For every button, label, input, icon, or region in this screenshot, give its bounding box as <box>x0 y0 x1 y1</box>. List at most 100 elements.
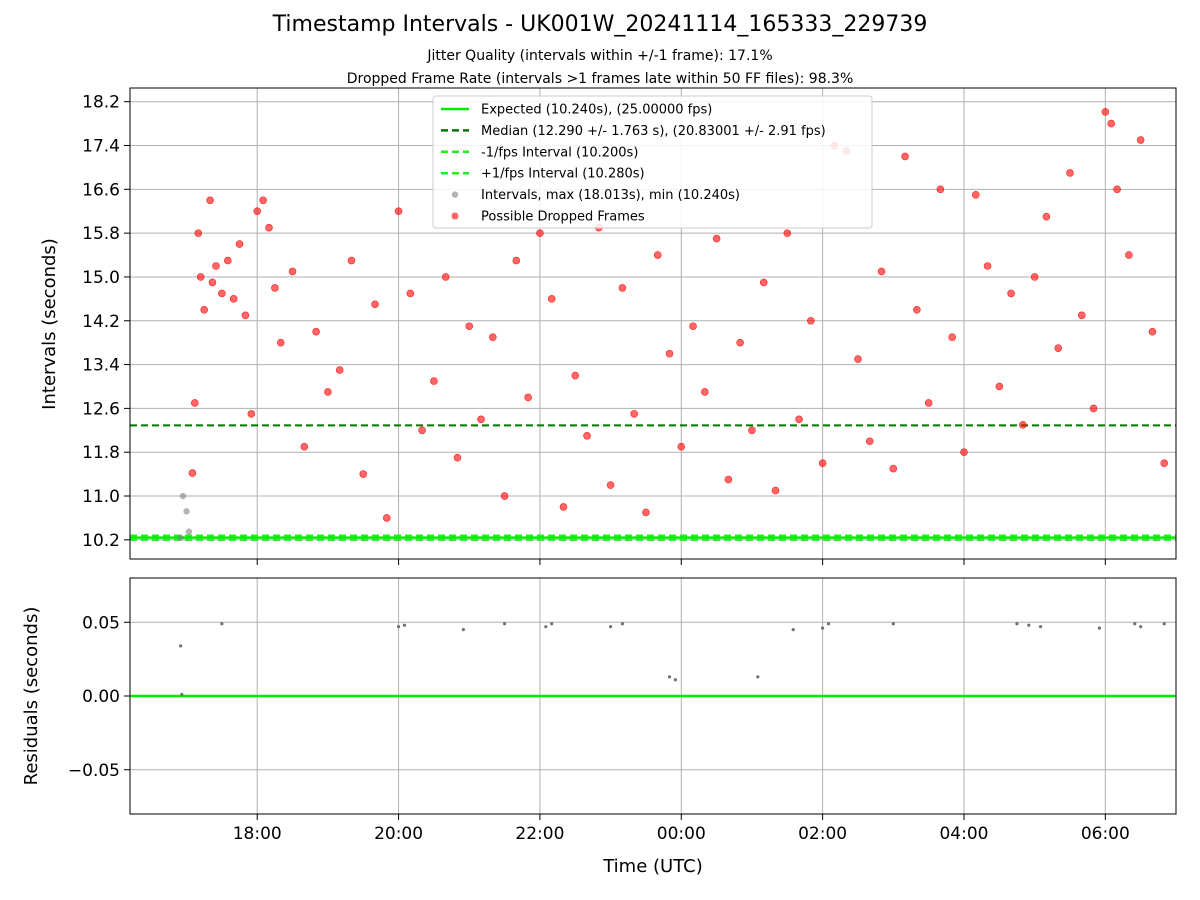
dropped-frame-point <box>1077 311 1086 320</box>
residual-point <box>1027 623 1031 627</box>
dropped-frame-point <box>288 267 297 276</box>
dropped-frame-point <box>795 415 803 424</box>
dropped-frame-point <box>1107 119 1116 128</box>
residual-point <box>402 623 407 627</box>
x-tick-label: 22:00 <box>515 824 564 844</box>
residual-point <box>180 692 184 697</box>
legend-label: -1/fps Interval (10.200s) <box>481 145 638 160</box>
residual-point <box>502 622 507 626</box>
residual-point <box>461 628 465 632</box>
dropped-frame-point <box>1101 108 1110 116</box>
top-y-tick-label: 17.4 <box>82 137 120 157</box>
dropped-frame-point <box>689 322 697 331</box>
top-y-tick-label: 11.8 <box>82 443 120 463</box>
dropped-frame-point <box>188 469 197 477</box>
dropped-frame-point <box>901 152 909 161</box>
dropped-frame-point <box>736 338 744 347</box>
dropped-frame-point <box>324 388 332 396</box>
dropped-frame-point <box>212 262 220 270</box>
residual-point <box>673 678 677 682</box>
dropped-frame-point <box>489 333 497 341</box>
dropped-frame-point <box>665 349 674 358</box>
dropped-frame-point <box>1007 289 1015 298</box>
x-tick-label: 20:00 <box>374 824 423 844</box>
dropped-frame-point <box>208 278 217 287</box>
legend-marker-dropped <box>451 212 459 220</box>
top-y-tick-label: 10.2 <box>82 531 120 551</box>
legend-frame <box>432 95 873 229</box>
dropped-frame-point <box>347 256 356 265</box>
dropped-frame-point <box>1160 459 1169 467</box>
chart-subtitle-dropped-rate: Dropped Frame Rate (intervals >1 frames … <box>346 71 854 87</box>
residual-point <box>1133 622 1137 626</box>
legend-label: Expected (10.240s), (25.00000 fps) <box>481 103 712 118</box>
dropped-frame-point <box>759 278 768 287</box>
residual-point <box>1038 625 1043 629</box>
interval-point <box>183 508 190 515</box>
chart-subtitle-jitter: Jitter Quality (intervals within +/-1 fr… <box>427 48 773 64</box>
dropped-frame-point <box>1113 185 1121 194</box>
dropped-frame-point <box>653 251 662 259</box>
top-panel-y-ticks: 10.2 11.0 11.8 12.6 13.4 14.2 15.0 15.8 16.6 17.4… <box>82 93 130 551</box>
top-y-tick-label: 14.2 <box>82 312 120 332</box>
dropped-frame-point <box>406 289 415 298</box>
residual-point <box>826 622 831 626</box>
dropped-frame-point <box>500 492 509 500</box>
x-tick-label: 00:00 <box>657 824 706 844</box>
dropped-frame-point <box>618 284 627 292</box>
dropped-frame-point <box>1066 169 1074 177</box>
dropped-frame-point <box>583 431 591 440</box>
dropped-frame-point <box>630 410 638 418</box>
dropped-frame-point <box>259 196 267 205</box>
dropped-frame-point <box>229 295 238 303</box>
top-y-tick-label: 15.8 <box>82 224 120 244</box>
dropped-frame-point <box>300 442 309 451</box>
x-tick-label: 06:00 <box>1081 824 1130 844</box>
dropped-frame-point <box>1089 404 1098 413</box>
dropped-frame-point <box>536 229 544 237</box>
residual-point <box>1162 622 1166 626</box>
top-y-tick-label: 13.4 <box>82 356 120 376</box>
dropped-frame-point <box>936 185 945 194</box>
dropped-frame-point <box>359 470 368 478</box>
dropped-frame-point <box>677 442 686 451</box>
dropped-frame-point <box>382 514 391 522</box>
dropped-frame-point <box>1019 421 1027 429</box>
dropped-frame-point <box>771 486 780 495</box>
top-y-tick-label: 12.6 <box>82 399 120 419</box>
residual-point <box>891 622 895 626</box>
dropped-frame-point <box>465 322 474 331</box>
dropped-frame-point <box>312 327 320 336</box>
interval-point <box>185 528 193 535</box>
bottom-y-tick-label: 0.00 <box>82 687 120 707</box>
dropped-frame-point <box>571 371 580 380</box>
top-panel-points <box>177 108 1169 541</box>
residual-point <box>396 625 401 629</box>
dropped-frame-point <box>524 393 532 402</box>
dropped-frame-point <box>983 262 992 270</box>
dropped-frame-point <box>724 475 733 484</box>
dropped-frame-point <box>253 207 262 216</box>
dropped-frame-point <box>441 273 450 281</box>
interval-point <box>179 492 187 500</box>
x-axis-label: Time (UTC) <box>602 856 703 877</box>
x-tick-label: 18:00 <box>233 824 282 844</box>
dropped-frame-point <box>271 284 279 292</box>
dropped-frame-point <box>865 437 874 446</box>
top-y-tick-label: 15.0 <box>82 268 120 288</box>
dropped-frame-point <box>748 426 756 435</box>
dropped-frame-point <box>247 410 256 418</box>
bottom-y-tick-label: 0.05 <box>82 613 120 633</box>
dropped-frame-point <box>453 453 462 462</box>
dropped-frame-point <box>1148 327 1157 336</box>
legend-label: Median (12.290 +/- 1.763 s), (20.83001 +… <box>481 124 826 139</box>
top-y-tick-label: 18.2 <box>82 93 120 113</box>
x-tick-label: 02:00 <box>798 824 847 844</box>
top-panel-frame <box>129 87 1177 560</box>
dropped-frame-point <box>971 190 980 199</box>
dropped-frame-point <box>1042 212 1051 221</box>
residual-point <box>756 675 760 679</box>
dropped-frame-point <box>190 399 199 407</box>
bottom-y-tick-label: −0.05 <box>68 761 120 781</box>
